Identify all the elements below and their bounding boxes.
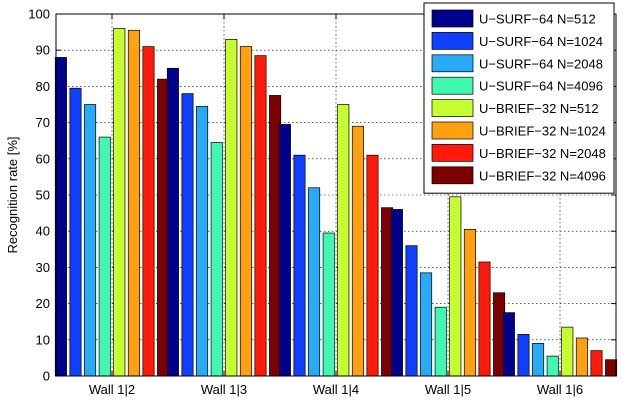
axes bbox=[55, 13, 617, 377]
bar bbox=[546, 355, 559, 377]
legend: U−SURF−64 N=512 U−SURF−64 N=1024 U−SURF−64… bbox=[423, 2, 615, 194]
legend-entry-label: U−SURF−64 N=512 bbox=[479, 12, 596, 27]
bar bbox=[405, 245, 418, 377]
bar bbox=[351, 125, 364, 377]
x-tick-label: Wall 1|4 bbox=[313, 382, 359, 397]
y-tick-label: 40 bbox=[36, 224, 50, 239]
bar bbox=[337, 104, 350, 377]
bars bbox=[54, 28, 618, 377]
legend-entry-label: U−SURF−64 N=2048 bbox=[479, 56, 603, 71]
bar bbox=[278, 124, 291, 377]
x-tick-label: Wall 1|3 bbox=[201, 382, 247, 397]
bar bbox=[434, 306, 447, 377]
y-tick-label: 60 bbox=[36, 151, 50, 166]
bar bbox=[420, 272, 433, 377]
bar bbox=[517, 334, 530, 377]
y-tick-label: 0 bbox=[43, 369, 50, 384]
legend-entry-label: U−BRIEF−32 N=1024 bbox=[479, 124, 606, 139]
bar bbox=[69, 87, 82, 377]
x-tick-label: Wall 1|5 bbox=[425, 382, 471, 397]
bar bbox=[449, 196, 462, 377]
bar bbox=[293, 154, 306, 377]
bar bbox=[605, 359, 618, 377]
legend-entry-label: U−BRIEF−32 N=2048 bbox=[479, 146, 606, 161]
legend-entry-label: U−SURF−64 N=1024 bbox=[479, 34, 603, 49]
y-tick-label: 70 bbox=[36, 115, 50, 130]
bar bbox=[322, 232, 335, 377]
bar bbox=[142, 46, 155, 377]
bar bbox=[254, 55, 267, 377]
bar bbox=[308, 187, 321, 377]
bar bbox=[561, 326, 574, 377]
bar bbox=[225, 38, 238, 377]
y-axis-label: Recognition rate [%] bbox=[5, 136, 20, 253]
bar bbox=[196, 105, 209, 377]
legend-swatch bbox=[431, 121, 474, 140]
y-tick-label: 10 bbox=[36, 332, 50, 347]
bar bbox=[127, 29, 140, 377]
bar bbox=[98, 136, 111, 377]
bar bbox=[366, 154, 379, 377]
legend-box bbox=[423, 2, 615, 194]
bar bbox=[463, 229, 476, 377]
bar bbox=[590, 350, 603, 377]
x-tick-label: Wall 1|2 bbox=[89, 382, 135, 397]
bar bbox=[113, 28, 126, 377]
bar bbox=[575, 337, 588, 377]
y-tick-label: 80 bbox=[36, 79, 50, 94]
bar bbox=[181, 93, 194, 377]
plot-frame bbox=[55, 13, 617, 377]
legend-swatch bbox=[431, 9, 474, 28]
legend-entry-label: U−SURF−64 N=4096 bbox=[479, 79, 603, 94]
y-tick-label: 20 bbox=[36, 296, 50, 311]
tick-labels: 0 10 20 30 40 50 60 70 80 90 100 Wall 1|2 Wall 1|3 Wa… bbox=[28, 7, 583, 398]
bar bbox=[84, 104, 97, 377]
y-tick-label: 30 bbox=[36, 260, 50, 275]
legend-swatch bbox=[431, 166, 474, 185]
bar bbox=[478, 261, 491, 377]
bar bbox=[54, 57, 67, 377]
bar bbox=[502, 312, 515, 377]
legend-swatch bbox=[431, 54, 474, 73]
y-tick-label: 90 bbox=[36, 43, 50, 58]
bar bbox=[532, 343, 545, 377]
y-tick-label: 50 bbox=[36, 188, 50, 203]
bar bbox=[239, 46, 252, 377]
x-tick-label: Wall 1|6 bbox=[537, 382, 583, 397]
bar bbox=[166, 67, 179, 377]
legend-entry-label: U−BRIEF−32 N=512 bbox=[479, 101, 599, 116]
legend-swatch bbox=[431, 99, 474, 117]
legend-swatch bbox=[431, 76, 474, 95]
y-tick-label: 100 bbox=[28, 7, 50, 22]
bar bbox=[210, 142, 223, 377]
legend-entry-label: U−BRIEF−32 N=4096 bbox=[479, 168, 606, 183]
legend-swatch bbox=[431, 144, 474, 162]
bar bbox=[390, 209, 403, 377]
legend-swatch bbox=[431, 32, 474, 50]
